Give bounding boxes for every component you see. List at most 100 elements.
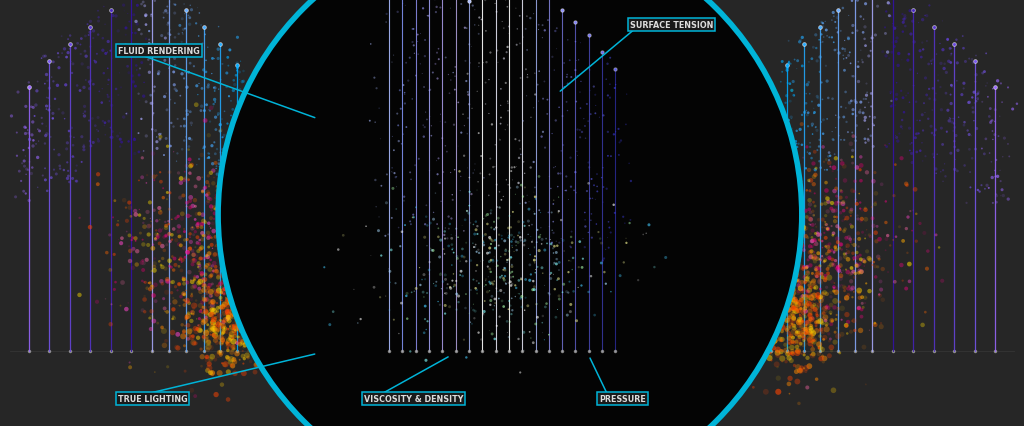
Point: [535, 270, 551, 277]
Point: [306, 167, 323, 174]
Point: [227, 330, 244, 337]
Point: [556, 84, 572, 91]
Point: [302, 196, 318, 202]
Point: [218, 70, 234, 77]
Point: [174, 274, 190, 281]
Point: [521, 199, 538, 206]
Point: [244, 193, 260, 199]
Point: [392, 214, 409, 221]
Point: [171, 223, 187, 230]
Point: [805, 45, 821, 52]
Point: [406, 26, 422, 33]
Point: [796, 337, 812, 344]
Point: [274, 269, 291, 276]
Point: [214, 279, 230, 286]
Point: [855, 304, 871, 311]
Point: [788, 368, 805, 375]
Point: [587, 207, 603, 214]
Point: [508, 6, 524, 12]
Point: [774, 355, 791, 362]
Point: [256, 250, 272, 257]
Point: [69, 83, 85, 89]
Point: [503, 239, 519, 245]
Point: [489, 263, 506, 270]
Point: [804, 338, 820, 345]
Point: [128, 63, 144, 70]
Point: [81, 81, 97, 88]
Point: [752, 233, 768, 240]
Point: [730, 128, 746, 135]
Point: [143, 283, 160, 290]
Point: [423, 234, 439, 241]
Point: [743, 289, 760, 296]
Point: [486, 254, 503, 261]
Point: [750, 256, 766, 262]
Point: [803, 328, 819, 334]
Point: [430, 155, 446, 162]
Point: [909, 118, 926, 124]
Point: [813, 328, 829, 335]
Point: [227, 303, 244, 310]
Point: [833, 242, 849, 248]
Point: [182, 234, 199, 241]
Point: [287, 213, 303, 219]
Point: [667, 227, 683, 233]
Point: [300, 198, 316, 205]
Point: [225, 282, 242, 289]
Point: [745, 194, 762, 201]
Point: [793, 367, 809, 374]
Point: [783, 237, 800, 244]
Point: [504, 262, 520, 268]
Point: [249, 202, 265, 209]
Point: [804, 56, 820, 63]
Point: [171, 241, 187, 248]
Point: [481, 279, 498, 285]
Point: [539, 240, 555, 247]
Point: [135, 148, 152, 155]
Point: [133, 260, 150, 267]
Point: [301, 166, 317, 173]
Point: [258, 177, 274, 184]
Point: [552, 274, 568, 281]
Point: [208, 208, 224, 215]
Point: [787, 296, 804, 303]
Point: [715, 201, 731, 208]
Point: [427, 0, 443, 4]
Point: [206, 317, 222, 323]
Point: [317, 238, 334, 245]
Point: [372, 294, 388, 301]
Point: [809, 272, 825, 279]
Point: [416, 176, 432, 183]
Point: [695, 186, 712, 193]
Point: [274, 147, 291, 154]
Point: [819, 167, 836, 174]
Point: [222, 297, 239, 304]
Point: [804, 330, 820, 337]
Point: [544, 54, 560, 61]
Point: [285, 181, 301, 188]
Point: [571, 239, 588, 245]
Point: [302, 308, 318, 315]
Point: [190, 220, 207, 227]
Point: [223, 170, 240, 177]
Point: [486, 278, 503, 285]
Point: [455, 246, 471, 253]
Point: [182, 60, 199, 67]
Point: [509, 247, 525, 254]
Point: [686, 286, 702, 293]
Point: [819, 196, 836, 202]
Point: [250, 261, 266, 268]
Point: [633, 288, 649, 295]
Point: [165, 306, 181, 313]
Point: [418, 174, 434, 181]
Point: [773, 312, 790, 319]
Point: [494, 19, 510, 26]
Point: [530, 22, 547, 29]
Point: [504, 281, 520, 288]
Point: [17, 131, 34, 138]
Point: [897, 13, 913, 20]
Point: [731, 221, 748, 228]
Point: [806, 337, 822, 344]
Point: [655, 279, 672, 285]
Point: [862, 234, 879, 241]
